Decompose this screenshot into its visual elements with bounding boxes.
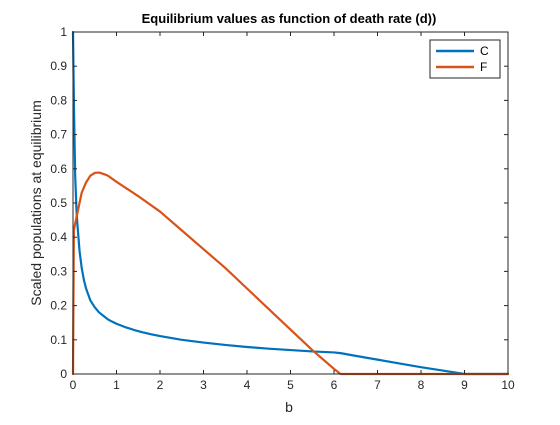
series-line-0 (71, 30, 510, 376)
x-axis-label: b (285, 399, 293, 415)
x-tick-label: 1 (113, 378, 120, 392)
legend-box (429, 39, 501, 79)
y-tick-label: 0.6 (50, 162, 67, 176)
x-tick-label: 10 (501, 378, 515, 392)
plot-background (73, 32, 508, 374)
series-line-1 (71, 171, 510, 376)
x-tick-label: 8 (418, 378, 425, 392)
y-tick-label: 0 (60, 367, 67, 381)
plot-area (73, 32, 508, 374)
y-tick-label: 0.8 (50, 93, 67, 107)
x-tick-label: 5 (287, 378, 294, 392)
axes: 0 1 2 3 4 5 6 7 8 9 10 0 0.1 0.2 0.3 0.4 0.5 0.6 0.7 0.8 0.9… (50, 25, 515, 392)
chart-title: Equilibrium values as function of death … (142, 11, 437, 26)
y-tick-label: 0.9 (50, 59, 67, 73)
y-tick-label: 0.5 (50, 196, 67, 210)
x-tick-label: 9 (461, 378, 468, 392)
y-tick-label: 0.2 (50, 299, 67, 313)
legend-label-1: F (480, 60, 487, 74)
series-layer (71, 30, 510, 376)
y-axis-label: Scaled populations at equilibrium (28, 100, 44, 305)
x-tick-label: 3 (200, 378, 207, 392)
y-tick-label: 0.4 (50, 230, 67, 244)
x-tick-label: 0 (70, 378, 77, 392)
x-tick-label: 6 (331, 378, 338, 392)
y-tick-label: 0.7 (50, 128, 67, 142)
x-tick-label: 4 (244, 378, 251, 392)
x-tick-label: 2 (157, 378, 164, 392)
y-tick-label: 1 (60, 25, 67, 39)
legend: CF (429, 39, 501, 79)
y-tick-label: 0.3 (50, 264, 67, 278)
y-tick-label: 0.1 (50, 333, 67, 347)
legend-label-0: C (480, 44, 489, 58)
x-tick-label: 7 (374, 378, 381, 392)
